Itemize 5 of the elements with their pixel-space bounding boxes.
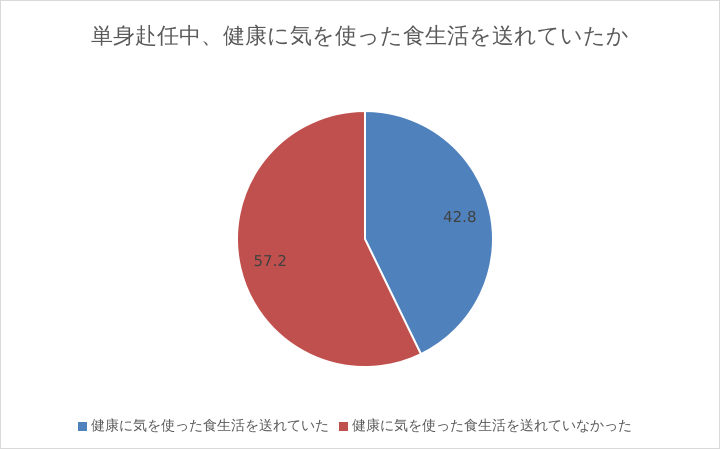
legend-label: 健康に気を使った食生活を送れていなかった (352, 418, 632, 434)
chart-title: 単身赴任中、健康に気を使った食生活を送れていたか (90, 23, 630, 51)
data-label: 57.2 (253, 252, 287, 270)
legend-label: 健康に気を使った食生活を送れていた (91, 418, 329, 434)
data-label: 42.8 (443, 208, 477, 226)
